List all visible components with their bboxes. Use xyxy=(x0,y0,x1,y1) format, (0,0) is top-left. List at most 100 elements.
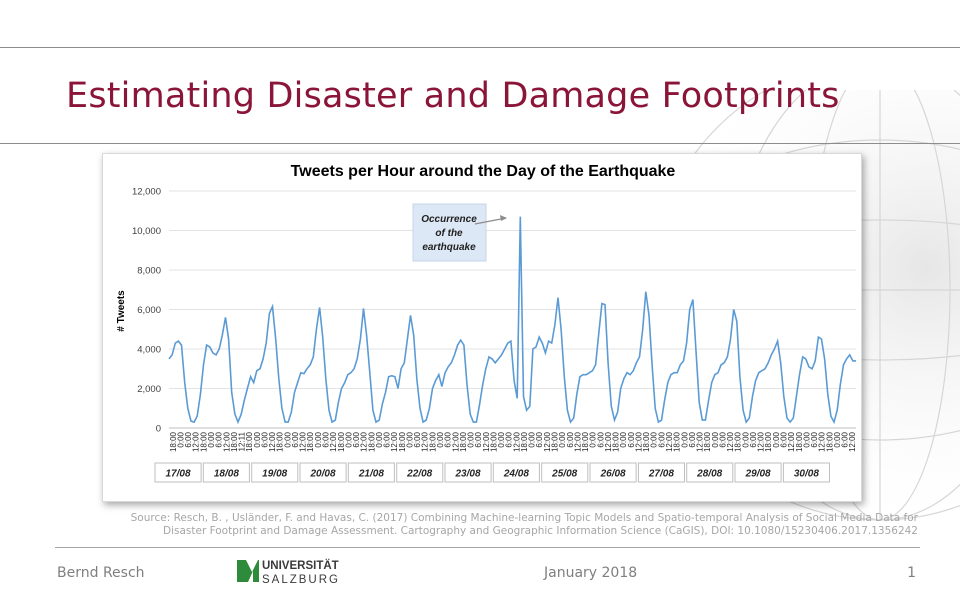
x-tick-label: 12:00 xyxy=(787,431,796,452)
x-tick-label: 18:00 xyxy=(642,431,651,452)
day-label: 27/08 xyxy=(648,469,674,480)
day-label: 28/08 xyxy=(696,469,722,480)
x-tick-label: 12:00 xyxy=(818,431,827,452)
day-label-box xyxy=(589,462,637,483)
x-tick-label: 18:00 xyxy=(489,431,498,452)
x-tick-label: 12:00 xyxy=(757,431,766,452)
day-label-box xyxy=(202,462,250,483)
x-tick-label: 18:00 xyxy=(673,431,682,452)
x-tick-label: 0:00 xyxy=(528,431,537,447)
x-tick-label: 6:00 xyxy=(260,431,269,447)
day-label-box xyxy=(396,462,444,483)
x-tick-label: 12:11 xyxy=(238,431,247,451)
day-label-box xyxy=(686,462,734,483)
x-tick-label: 18:00 xyxy=(764,431,773,452)
logo-text-top: UNIVERSITÄT xyxy=(262,559,339,572)
day-label: 21/08 xyxy=(358,469,384,480)
source-citation: Source: Resch, B. , Usländer, F. and Hav… xyxy=(88,512,918,538)
x-tick-label: 18:00 xyxy=(306,431,315,452)
y-axis-label: # Tweets xyxy=(116,290,127,332)
x-tick-label: 6:00 xyxy=(780,431,789,447)
day-label: 29/08 xyxy=(745,469,771,480)
slide-title: Estimating Disaster and Damage Footprint… xyxy=(66,76,840,116)
x-tick-label: 6:00 xyxy=(688,431,697,447)
x-tick-label: 12:00 xyxy=(604,431,613,452)
x-tick-label: 6:00 xyxy=(535,431,544,447)
day-label-box xyxy=(347,462,395,483)
x-tick-label: 18:00 xyxy=(337,431,346,452)
x-tick-label: 0:00 xyxy=(772,431,781,447)
day-label: 30/08 xyxy=(794,469,819,480)
x-tick-label: 18:00 xyxy=(459,431,468,452)
day-label-box xyxy=(492,462,540,483)
page-number: 1 xyxy=(907,565,916,581)
footer-author: Bernd Resch xyxy=(57,565,145,581)
x-tick-label: 6:00 xyxy=(718,431,727,447)
x-tick-label: 6:00 xyxy=(352,431,361,447)
x-tick-label: 18:00 xyxy=(398,431,407,452)
annotation-line-3: earthquake xyxy=(422,242,476,253)
y-tick-label: 0 xyxy=(156,424,161,435)
x-tick-label: 12:00 xyxy=(482,431,491,452)
x-tick-label: 6:00 xyxy=(657,431,666,447)
x-tick-label: 18:00 xyxy=(276,431,285,452)
x-tick-label: 6:00 xyxy=(505,431,514,447)
annotation-line-2: of the xyxy=(435,228,463,239)
annotation-arrowhead xyxy=(500,215,507,221)
x-tick-label: 6:00 xyxy=(566,431,575,447)
x-tick-label: 12:00 xyxy=(543,431,552,452)
day-label: 19/08 xyxy=(262,469,287,480)
x-tick-label: 12:00 xyxy=(696,431,705,452)
x-tick-label: 18:00 xyxy=(551,431,560,452)
x-tick-label: 12:00 xyxy=(268,431,277,452)
x-tick-label: 0:00 xyxy=(207,431,216,447)
x-tick-label: 18:00 xyxy=(825,431,834,452)
x-tick-label: 18:00 xyxy=(245,431,254,452)
x-tick-label: 12:00 xyxy=(329,431,338,452)
x-tick-label: 0:00 xyxy=(680,431,689,447)
source-line-2: Disaster Footprint and Damage Assessment… xyxy=(162,525,918,537)
x-tick-label: 18:00 xyxy=(734,431,743,452)
day-label-box xyxy=(444,462,492,483)
x-tick-label: 0:00 xyxy=(375,431,384,447)
x-tick-label: 0:00 xyxy=(833,431,842,447)
x-tick-label: 0:00 xyxy=(177,431,186,447)
day-label: 23/08 xyxy=(454,469,480,480)
logo-mark-icon xyxy=(237,560,259,582)
day-label: 18/08 xyxy=(214,469,239,480)
series-line xyxy=(168,216,856,425)
footer-date: January 2018 xyxy=(544,565,638,581)
x-tick-label: 0:00 xyxy=(650,431,659,447)
x-tick-label: 12:00 xyxy=(665,431,674,452)
x-tick-label: 6:00 xyxy=(474,431,483,447)
x-tick-label: 0:00 xyxy=(283,431,292,447)
x-tick-label: 12:00 xyxy=(635,431,644,452)
x-tick-label: 0:00 xyxy=(558,431,567,447)
day-label: 20/08 xyxy=(309,469,335,480)
x-tick-label: 0:00 xyxy=(467,431,476,447)
x-tick-label: 18:00 xyxy=(428,431,437,452)
y-tick-label: 10,000 xyxy=(132,226,161,237)
x-tick-label: 18:00 xyxy=(230,431,239,452)
x-tick-label: 6:00 xyxy=(810,431,819,447)
y-tick-label: 2,000 xyxy=(137,384,161,395)
x-tick-label: 18:00 xyxy=(703,431,712,452)
x-tick-label: 0:00 xyxy=(802,431,811,447)
x-tick-label: 0:00 xyxy=(344,431,353,447)
day-label-box xyxy=(637,462,686,483)
footer-rule xyxy=(55,547,920,548)
y-tick-label: 6,000 xyxy=(137,305,161,316)
x-tick-label: 18:00 xyxy=(367,431,376,452)
x-tick-label: 18:00 xyxy=(612,431,621,452)
x-tick-label: 0:00 xyxy=(253,431,262,447)
x-tick-label: 12:00 xyxy=(222,431,231,452)
x-tick-label: 6:00 xyxy=(413,431,422,447)
x-tick-label: 12:00 xyxy=(451,431,460,452)
annotation-box xyxy=(412,203,487,262)
x-tick-label: 6:00 xyxy=(322,431,331,447)
x-tick-label: 0:00 xyxy=(497,431,506,447)
x-tick-label: 12:00 xyxy=(512,431,521,452)
header-rule xyxy=(0,47,960,48)
day-label: 24/08 xyxy=(503,469,529,480)
day-label-box xyxy=(782,462,831,483)
